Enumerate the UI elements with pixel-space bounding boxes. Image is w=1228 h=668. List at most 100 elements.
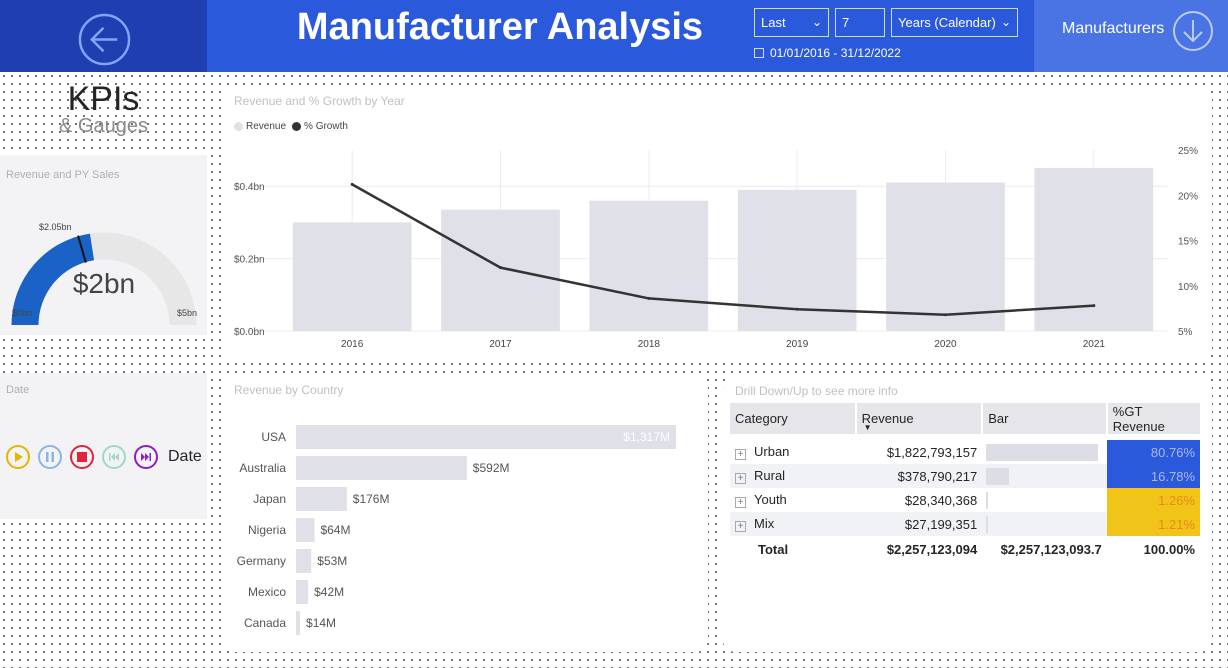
chevron-down-icon: ⌄ xyxy=(811,15,822,29)
relative-mode-dropdown[interactable]: Last ⌄ xyxy=(754,8,829,37)
data-label: $64M xyxy=(320,523,350,537)
y-axis-left-tick: $0.4bn xyxy=(234,182,265,193)
cell-category: + Youth xyxy=(730,488,856,512)
cell-revenue: $1,822,793,157 xyxy=(886,444,978,460)
data-label: $1,317M xyxy=(623,430,670,444)
legend-item-revenue[interactable]: Revenue xyxy=(234,121,286,132)
y-axis-right-tick: 20% xyxy=(1178,191,1198,202)
gauge-target-marker xyxy=(77,235,87,263)
gauge-title: Revenue and PY Sales xyxy=(6,169,120,181)
cell-category: + Rural xyxy=(730,464,856,488)
skip-back-icon xyxy=(109,453,119,461)
x-axis-tick: 2018 xyxy=(638,339,661,350)
cell-gt-revenue: 80.76% xyxy=(1106,440,1200,464)
manufacturers-nav-button[interactable]: Manufacturers xyxy=(1034,0,1228,72)
growth-point xyxy=(795,307,799,311)
country-bar xyxy=(296,456,467,480)
revenue-country-chart[interactable]: USA $1,317M Australia $592M Japan $176M Nigeri… xyxy=(222,377,708,652)
table-row[interactable]: + Urban $1,822,793,157 80.76% xyxy=(730,440,1200,464)
date-play-panel: Date Date xyxy=(0,373,207,519)
legend-item-growth[interactable]: % Growth xyxy=(292,121,348,132)
category-label: Mix xyxy=(754,516,775,531)
cell-gt-revenue: 1.21% xyxy=(1106,512,1200,536)
data-label: $592M xyxy=(473,461,510,475)
data-bar xyxy=(986,516,989,533)
x-axis-tick: 2019 xyxy=(786,339,809,350)
col-header-gt-revenue[interactable]: %GT Revenue xyxy=(1106,403,1200,434)
col-header-bar[interactable]: Bar xyxy=(982,403,1108,434)
revenue-bar xyxy=(1034,168,1154,331)
gauge-target-label: $2.05bn xyxy=(39,222,72,232)
revenue-bar xyxy=(292,222,412,331)
cell-bar xyxy=(982,488,1107,512)
total-gt-revenue: 100.00% xyxy=(1143,541,1195,557)
y-axis-right-tick: 10% xyxy=(1178,282,1198,293)
gauge-value: $2bn xyxy=(73,268,135,299)
expand-icon[interactable]: + xyxy=(735,521,746,532)
gauge-min-label: $0bn xyxy=(12,308,32,318)
revenue-gauge[interactable]: $2.05bn $2bn $0bn $5bn xyxy=(0,185,207,325)
country-bar xyxy=(296,549,312,573)
back-panel xyxy=(0,0,207,72)
revenue-bar xyxy=(589,200,709,331)
play-button[interactable] xyxy=(6,445,30,469)
sort-desc-icon: ▼ xyxy=(863,423,872,432)
cell-gt-revenue: 1.26% xyxy=(1106,488,1200,512)
country-bar xyxy=(296,425,676,449)
expand-icon[interactable]: + xyxy=(735,449,746,460)
y-axis-category: Japan xyxy=(253,492,286,506)
revenue-country-card: Revenue by Country USA $1,317M Australia $5… xyxy=(222,377,708,652)
cell-revenue: $378,790,217 xyxy=(855,464,983,488)
col-header-revenue[interactable]: Revenue ▼ xyxy=(855,403,984,434)
data-bar xyxy=(986,468,1010,485)
chevron-down-icon: ⌄ xyxy=(1000,15,1011,29)
expand-icon[interactable]: + xyxy=(735,497,746,508)
y-axis-category: Australia xyxy=(239,461,286,475)
data-bar xyxy=(986,492,989,509)
table-row[interactable]: + Rural $378,790,217 16.78% xyxy=(730,464,1200,488)
relative-unit-dropdown[interactable]: Years (Calendar) ⌄ xyxy=(891,8,1018,37)
growth-point xyxy=(1092,304,1096,308)
growth-point xyxy=(499,266,502,270)
relative-count-value: 7 xyxy=(842,15,850,30)
date-slicer-title: Date xyxy=(6,384,30,396)
gauge-max-label: $5bn xyxy=(177,308,197,318)
cell-bar xyxy=(982,464,1107,488)
back-arrow-icon[interactable] xyxy=(78,13,131,66)
relative-count-input[interactable]: 7 xyxy=(835,8,885,37)
gauge-panel: Revenue and PY Sales $2.05bn $2bn $0bn $… xyxy=(0,155,207,335)
stop-icon xyxy=(77,452,87,462)
country-bar xyxy=(296,611,301,635)
pause-button[interactable] xyxy=(38,445,62,469)
pause-icon xyxy=(46,452,54,462)
page-title: Manufacturer Analysis xyxy=(296,6,704,48)
header-bar: Manufacturer Analysis Last ⌄ 7 Years (Ca… xyxy=(0,0,1228,72)
cell-revenue: $28,340,368 xyxy=(904,492,978,508)
col-header-revenue-label: Revenue xyxy=(861,411,914,426)
y-axis-right-tick: 15% xyxy=(1178,237,1198,248)
growth-line xyxy=(351,183,1094,316)
revenue-growth-chart[interactable]: $0.0bn $0.2bn $0.4bn 5% 10% 15% 20% 25% 2016 2017… xyxy=(222,88,1212,361)
table-row[interactable]: + Youth $28,340,368 1.26% xyxy=(730,488,1200,512)
table-row[interactable]: + Mix $27,199,351 1.21% xyxy=(730,512,1200,536)
skip-forward-icon xyxy=(141,453,151,461)
stop-button[interactable] xyxy=(70,445,94,469)
gauge-fill xyxy=(11,233,95,325)
manufacturers-label: Manufacturers xyxy=(1062,20,1165,37)
data-label: $42M xyxy=(314,585,344,599)
category-label: Youth xyxy=(754,492,787,507)
play-axis-controls: Date xyxy=(6,444,202,470)
expand-icon[interactable]: + xyxy=(735,473,746,484)
total-row: Total $2,257,123,094 $2,257,123,093.7 100.0… xyxy=(730,536,1200,562)
revenue-growth-card: Revenue and % Growth by Year Revenue % G… xyxy=(222,88,1212,361)
next-button[interactable] xyxy=(134,445,158,469)
country-bar xyxy=(296,580,309,604)
down-arrow-icon xyxy=(1173,11,1213,51)
drill-table-card: Drill Down/Up to see more info Category … xyxy=(723,377,1212,652)
total-bar: $2,257,123,093.7 xyxy=(1000,541,1102,557)
previous-button[interactable] xyxy=(102,445,126,469)
category-label: Rural xyxy=(754,468,786,483)
revenue-bar xyxy=(886,182,1005,331)
cell-category: + Mix xyxy=(730,512,856,536)
col-header-category[interactable]: Category xyxy=(730,403,857,434)
